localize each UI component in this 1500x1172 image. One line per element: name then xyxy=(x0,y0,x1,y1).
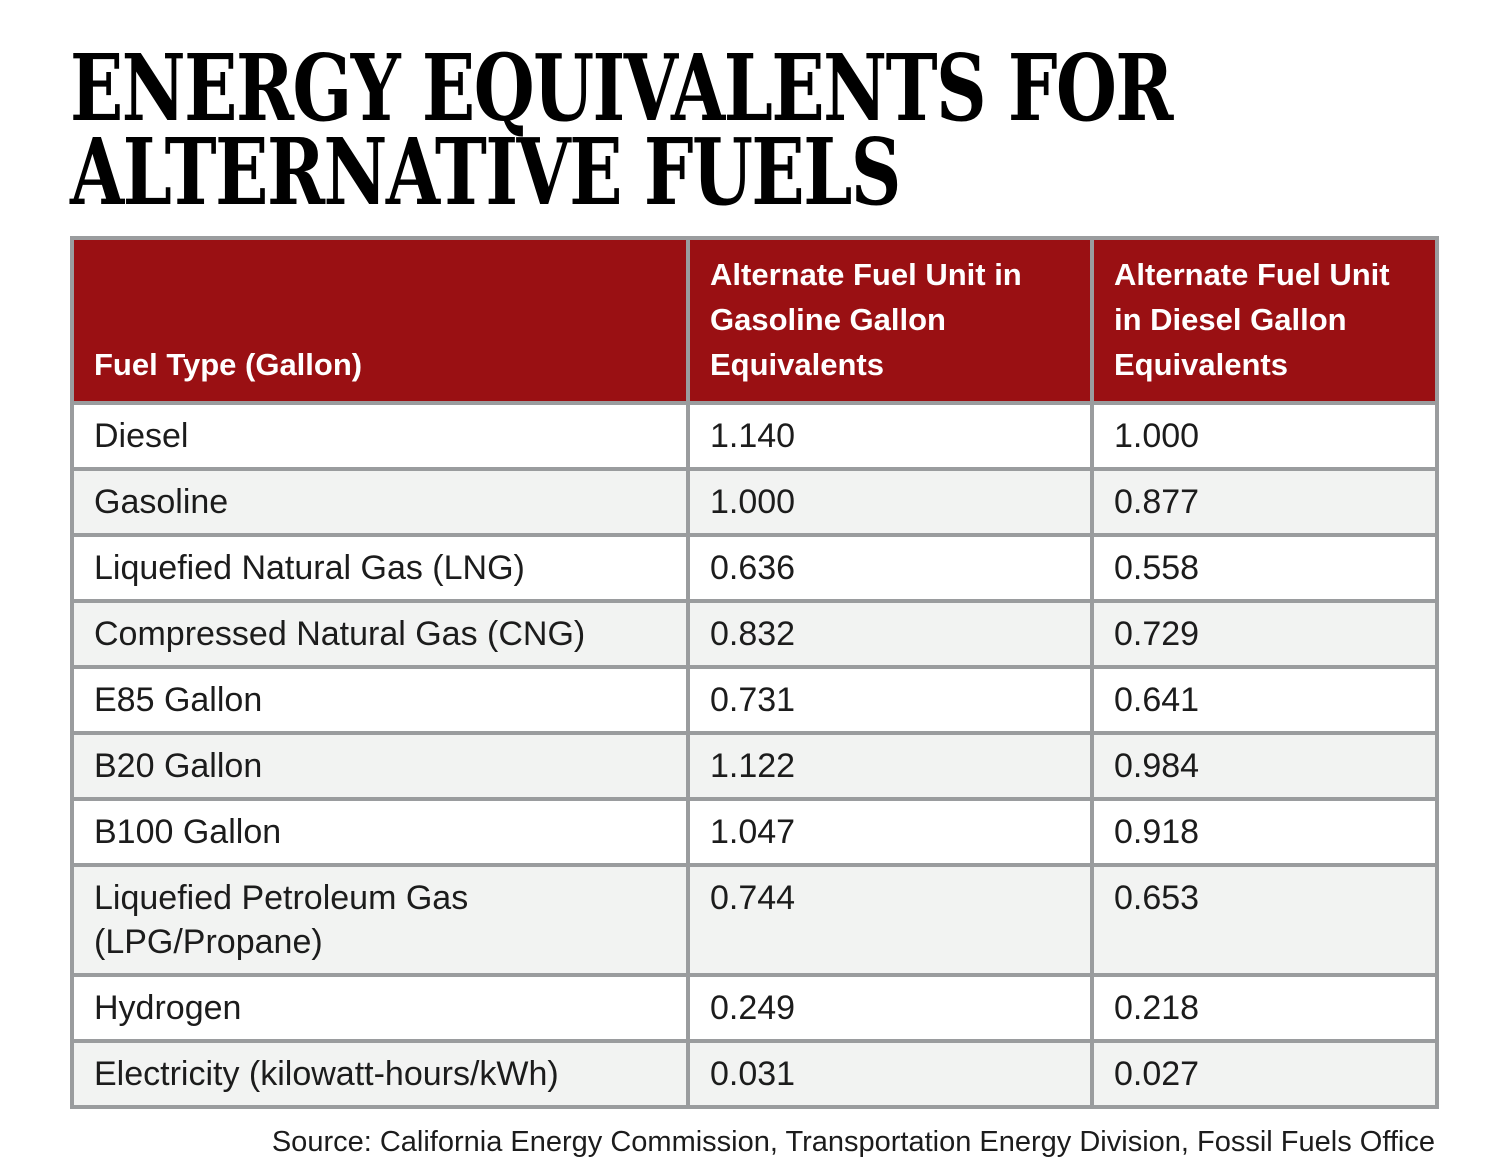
table-row: Hydrogen 0.249 0.218 xyxy=(70,973,1439,1043)
gasoline-equivalent-cell: 0.744 xyxy=(686,863,1094,977)
diesel-equivalent-cell: 0.641 xyxy=(1090,665,1439,735)
gasoline-equivalent-cell: 1.000 xyxy=(686,467,1094,537)
gasoline-equivalent-cell: 1.140 xyxy=(686,401,1094,471)
fuel-type-cell: Liquefied Petroleum Gas (LPG/Propane) xyxy=(70,863,690,977)
fuel-type-cell: Electricity (kilowatt-hours/kWh) xyxy=(70,1039,690,1109)
gasoline-equivalent-cell: 0.731 xyxy=(686,665,1094,735)
diesel-equivalent-cell: 0.877 xyxy=(1090,467,1439,537)
column-header-diesel-gallon-equivalents: Alternate Fuel Unit in Diesel Gallon Equ… xyxy=(1090,236,1439,405)
page-title-line-2: ALTERNATIVE FUELS xyxy=(70,118,901,226)
table-row: B100 Gallon 1.047 0.918 xyxy=(70,797,1439,867)
table-row: Diesel 1.140 1.000 xyxy=(70,401,1439,471)
table-row: Liquefied Natural Gas (LNG) 0.636 0.558 xyxy=(70,533,1439,603)
fuel-type-cell: Diesel xyxy=(70,401,690,471)
gasoline-equivalent-cell: 0.249 xyxy=(686,973,1094,1043)
fuel-type-cell: Hydrogen xyxy=(70,973,690,1043)
table-row: B20 Gallon 1.122 0.984 xyxy=(70,731,1439,801)
diesel-equivalent-cell: 0.729 xyxy=(1090,599,1439,669)
column-header-fuel-type: Fuel Type (Gallon) xyxy=(70,236,690,405)
source-attribution: Source: California Energy Commission, Tr… xyxy=(271,1126,1435,1158)
table-row: E85 Gallon 0.731 0.641 xyxy=(70,665,1439,735)
table-row: Gasoline 1.000 0.877 xyxy=(70,467,1439,537)
fuel-type-cell: E85 Gallon xyxy=(70,665,690,735)
gasoline-equivalent-cell: 0.832 xyxy=(686,599,1094,669)
table-row: Compressed Natural Gas (CNG) 0.832 0.729 xyxy=(70,599,1439,669)
diesel-equivalent-cell: 0.027 xyxy=(1090,1039,1439,1109)
fuel-type-cell: Gasoline xyxy=(70,467,690,537)
gasoline-equivalent-cell: 1.047 xyxy=(686,797,1094,867)
diesel-equivalent-cell: 0.218 xyxy=(1090,973,1439,1043)
diesel-equivalent-cell: 0.918 xyxy=(1090,797,1439,867)
fuel-type-cell: B100 Gallon xyxy=(70,797,690,867)
gasoline-equivalent-cell: 0.031 xyxy=(686,1039,1094,1109)
page-title: ENERGY EQUIVALENTS FOR ALTERNATIVE FUELS xyxy=(70,34,1435,226)
fuel-equivalents-table: Fuel Type (Gallon) Alternate Fuel Unit i… xyxy=(70,236,1439,1109)
page-title-line-1: ENERGY EQUIVALENTS FOR xyxy=(70,34,1173,142)
table-header-row: Fuel Type (Gallon) Alternate Fuel Unit i… xyxy=(70,236,1439,405)
gasoline-equivalent-cell: 1.122 xyxy=(686,731,1094,801)
fuel-type-cell: Compressed Natural Gas (CNG) xyxy=(70,599,690,669)
fuel-type-cell: Liquefied Natural Gas (LNG) xyxy=(70,533,690,603)
diesel-equivalent-cell: 0.558 xyxy=(1090,533,1439,603)
diesel-equivalent-cell: 1.000 xyxy=(1090,401,1439,471)
diesel-equivalent-cell: 0.653 xyxy=(1090,863,1439,977)
table-row: Electricity (kilowatt-hours/kWh) 0.031 0.0… xyxy=(70,1039,1439,1109)
fuel-table-body: Diesel 1.140 1.000 Gasoline 1.000 0.877 Liquef… xyxy=(70,401,1439,1109)
column-header-gasoline-gallon-equivalents: Alternate Fuel Unit in Gasoline Gallon E… xyxy=(686,236,1094,405)
gasoline-equivalent-cell: 0.636 xyxy=(686,533,1094,603)
table-row: Liquefied Petroleum Gas (LPG/Propane) 0.7… xyxy=(70,863,1439,977)
fuel-type-cell: B20 Gallon xyxy=(70,731,690,801)
diesel-equivalent-cell: 0.984 xyxy=(1090,731,1439,801)
